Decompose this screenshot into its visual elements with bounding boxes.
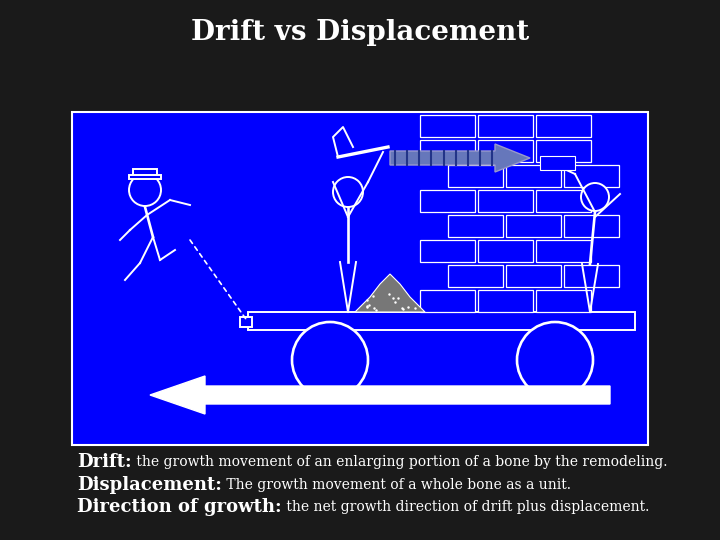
Circle shape [581, 183, 609, 211]
Bar [448, 265, 503, 287]
Bar [448, 215, 503, 237]
Bar [72, 112, 648, 445]
Text: the growth movement of an enlarging portion of a bone by the remodeling.: the growth movement of an enlarging port… [132, 455, 667, 469]
Bar [540, 156, 575, 170]
Bar [420, 240, 475, 262]
Circle shape [129, 174, 161, 206]
Bar [448, 165, 503, 187]
Bar [478, 115, 533, 137]
Text: Direction of growth:: Direction of growth: [77, 498, 282, 516]
Bar [536, 140, 591, 162]
Bar [478, 290, 533, 312]
Bar [478, 140, 533, 162]
Bar [420, 190, 475, 212]
Bar [129, 175, 161, 179]
Bar [536, 115, 591, 137]
Bar [506, 215, 561, 237]
Bar [536, 190, 591, 212]
Text: Drift vs Displacement: Drift vs Displacement [191, 18, 529, 45]
Text: Drift:: Drift: [77, 453, 132, 471]
Bar [420, 140, 475, 162]
Circle shape [333, 177, 363, 207]
Ellipse shape [517, 322, 593, 398]
FancyArrow shape [390, 144, 530, 172]
Bar [133, 169, 157, 177]
Bar [564, 265, 619, 287]
Text: the net growth direction of drift plus displacement.: the net growth direction of drift plus d… [282, 500, 649, 514]
Bar [420, 290, 475, 312]
Bar [564, 165, 619, 187]
Bar [506, 165, 561, 187]
Text: The growth movement of a whole bone as a unit.: The growth movement of a whole bone as a… [222, 478, 571, 492]
Text: Displacement:: Displacement: [77, 476, 222, 494]
Bar [564, 215, 619, 237]
Bar [240, 317, 252, 327]
Polygon shape [355, 274, 425, 312]
Ellipse shape [292, 322, 368, 398]
Bar [506, 265, 561, 287]
FancyArrow shape [150, 376, 610, 414]
Bar [478, 190, 533, 212]
Bar [478, 240, 533, 262]
Bar [536, 240, 591, 262]
Bar [420, 115, 475, 137]
Bar [248, 312, 635, 330]
Bar [536, 290, 591, 312]
